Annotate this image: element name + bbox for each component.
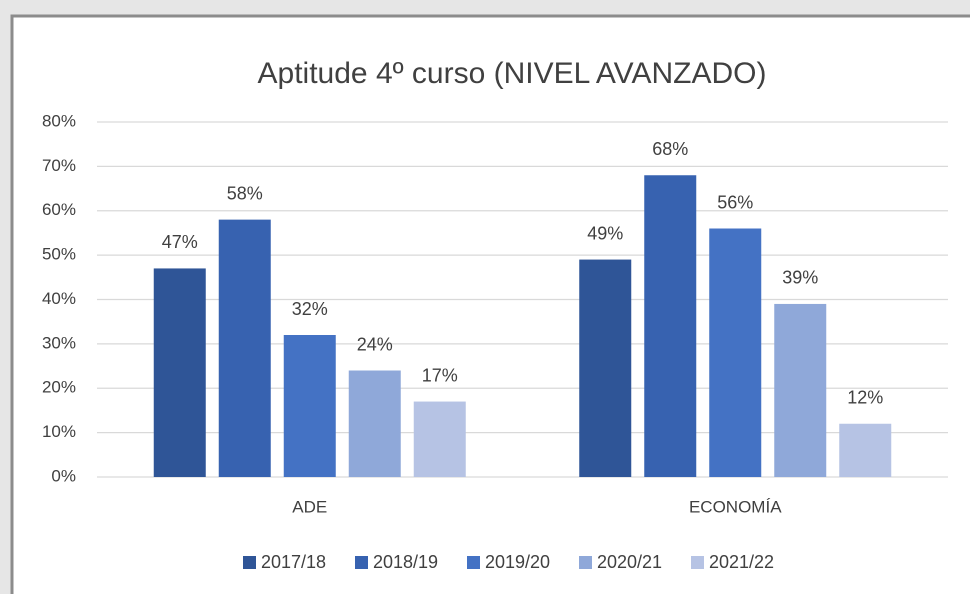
y-tick-label: 10% (42, 422, 76, 441)
y-tick-label: 50% (42, 245, 76, 264)
bar (774, 303, 827, 477)
x-tick-label: ADE (292, 497, 327, 516)
legend-swatch (579, 556, 592, 569)
value-label: 56% (717, 192, 753, 212)
legend-label: 2020/21 (597, 552, 662, 572)
value-label: 24% (357, 334, 393, 354)
x-tick-label: ECONOMÍA (689, 497, 782, 516)
bar (644, 175, 697, 477)
bar (218, 219, 271, 477)
y-tick-label: 40% (42, 289, 76, 308)
value-label: 39% (782, 268, 818, 288)
value-label: 58% (227, 183, 263, 203)
bar (348, 370, 401, 477)
legend-label: 2018/19 (373, 552, 438, 572)
y-tick-label: 0% (51, 466, 76, 485)
y-tick-label: 30% (42, 333, 76, 352)
value-label: 32% (292, 299, 328, 319)
value-label: 68% (652, 139, 688, 159)
legend-label: 2019/20 (485, 552, 550, 572)
y-tick-label: 60% (42, 200, 76, 219)
legend-swatch (691, 556, 704, 569)
y-tick-label: 80% (42, 111, 76, 130)
legend-swatch (243, 556, 256, 569)
bar (709, 228, 762, 477)
bar (839, 423, 892, 477)
bar (413, 401, 466, 477)
y-tick-label: 20% (42, 378, 76, 397)
y-tick-label: 70% (42, 156, 76, 175)
chart-title: Aptitude 4º curso (NIVEL AVANZADO) (258, 57, 767, 90)
legend-swatch (467, 556, 480, 569)
value-label: 17% (422, 365, 458, 385)
bar (153, 268, 206, 477)
value-label: 12% (847, 388, 883, 408)
value-label: 49% (587, 223, 623, 243)
legend-swatch (355, 556, 368, 569)
bar (283, 335, 336, 477)
bar (579, 259, 632, 477)
legend-label: 2021/22 (709, 552, 774, 572)
value-label: 47% (162, 232, 198, 252)
legend-label: 2017/18 (261, 552, 326, 572)
